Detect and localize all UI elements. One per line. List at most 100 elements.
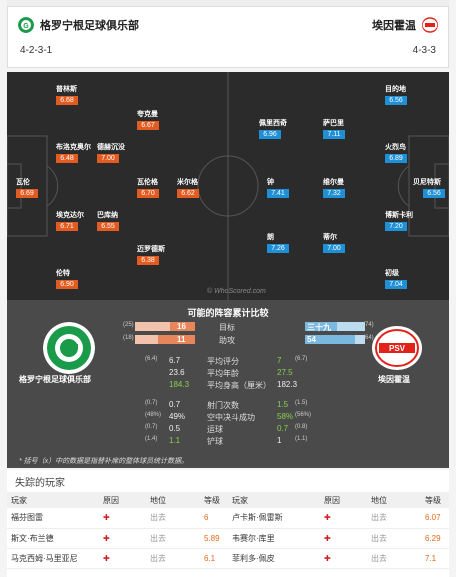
player-status: 出去 — [367, 528, 421, 549]
home-sub-value: (0.7) — [145, 424, 158, 430]
player-rating: 7.00 — [323, 244, 345, 253]
player-name[interactable]: 菲利多·佩皮 — [228, 548, 320, 569]
away-team-name: 埃因霍温 — [372, 20, 416, 32]
away-player[interactable]: 钟 7.41 — [267, 177, 289, 198]
home-bar-track — [135, 322, 195, 331]
col-rating: 等级 — [200, 492, 228, 508]
away-player[interactable]: 贝尼特斯 6.56 — [413, 177, 445, 198]
player-rating: 7.04 — [385, 280, 407, 289]
player-name: 巴库纳 — [97, 212, 118, 219]
home-value: 184.3 — [169, 380, 190, 389]
missing-table-body: 福芬图雷 ✚ 出去 6 卢卡斯·佩雷斯 ✚ 出去 6.07 斯文·布兰德 ✚ 出去 5.89 韦赛尔·库… — [7, 508, 449, 569]
away-player[interactable]: 目的地 6.56 — [385, 84, 407, 105]
away-value: 三十九 — [307, 323, 331, 332]
away-player[interactable]: 佩里西奇 6.96 — [259, 118, 287, 139]
player-rating: 6.89 — [385, 154, 407, 163]
col-player: 玩家 — [7, 492, 99, 508]
cut-off-top-bar — [7, 0, 449, 6]
away-sub-value: (74) — [363, 322, 374, 328]
away-player[interactable]: 火烈鸟 6.89 — [385, 142, 407, 163]
home-team-name: 格罗宁根足球俱乐部 — [40, 20, 139, 32]
player-status: 出去 — [367, 548, 421, 569]
player-rating: 6.48 — [56, 154, 78, 163]
away-value: 7 — [277, 356, 282, 365]
stat-row: (0.7) 0.5 运球 0.7 (0.8) — [7, 424, 449, 435]
col-reason: 原因 — [99, 492, 146, 508]
home-team-crest-icon — [43, 322, 95, 374]
player-name: 埃克达尔 — [56, 212, 84, 219]
player-rating: 6.96 — [259, 130, 281, 139]
home-player[interactable]: 巴库纳 6.55 — [97, 210, 119, 231]
away-value: 1 — [277, 436, 282, 445]
stat-label: 平均评分 — [207, 357, 239, 366]
col-status: 地位 — [146, 492, 200, 508]
home-player[interactable]: 夸克曼 6.67 — [137, 109, 159, 130]
away-player[interactable]: 博斯卡利 7.20 — [385, 210, 413, 231]
player-status: 出去 — [146, 528, 200, 549]
home-sub-value: (25) — [123, 322, 134, 328]
player-name: 米尔格 — [177, 179, 198, 186]
away-team-logo-icon — [422, 17, 438, 33]
injury-icon: ✚ — [320, 508, 367, 529]
away-player[interactable]: 萨巴里 7.11 — [323, 118, 345, 139]
away-player[interactable]: 维尔曼 7.32 — [323, 177, 345, 198]
home-player[interactable]: 米尔格 6.62 — [177, 177, 199, 198]
col-player: 玩家 — [228, 492, 320, 508]
stat-label: 铲球 — [207, 437, 223, 446]
player-name: 钟 — [267, 179, 274, 186]
stat-row-assists: (18) 11 助攻 54 (64) — [7, 335, 449, 346]
missing-players-table: 玩家 原因 地位 等级 玩家 原因 地位 等级 福芬图雷 ✚ 出去 6 卢卡斯·佩雷斯 ✚… — [7, 492, 449, 569]
home-player[interactable]: 瓦伦格 6.70 — [137, 177, 159, 198]
home-sub-value: (48%) — [145, 412, 162, 418]
pitch-lines — [7, 72, 449, 300]
away-player[interactable]: 蒂尔 7.00 — [323, 232, 345, 253]
player-name: 维尔曼 — [323, 179, 344, 186]
home-value: 1.1 — [169, 436, 181, 445]
player-name[interactable]: 斯文·布兰德 — [7, 528, 99, 549]
injury-icon: ✚ — [320, 528, 367, 549]
home-player[interactable]: 普林斯 6.68 — [56, 84, 78, 105]
home-player[interactable]: 迈罗德斯 6.38 — [137, 244, 165, 265]
player-name: 布洛克奥尔 — [56, 144, 91, 151]
player-status: 出去 — [146, 548, 200, 569]
player-rating: 7.41 — [267, 189, 289, 198]
player-status: 出去 — [367, 508, 421, 529]
player-name[interactable]: 马克西姆·马里亚尼 — [7, 548, 99, 569]
table-row: 斯文·布兰德 ✚ 出去 5.89 韦赛尔·库里 ✚ 出去 6.29 — [7, 528, 449, 549]
away-sub-value: (1.1) — [295, 436, 308, 442]
away-team[interactable]: 埃因霍温 — [372, 17, 438, 33]
home-team[interactable]: G 格罗宁根足球俱乐部 — [18, 17, 139, 33]
away-player[interactable]: 初级 7.04 — [385, 268, 407, 289]
player-name[interactable]: 卢卡斯·佩雷斯 — [228, 508, 320, 529]
player-name[interactable]: 福芬图雷 — [7, 508, 99, 529]
home-player[interactable]: 埃克达尔 6.71 — [56, 210, 84, 231]
home-player[interactable]: 德赫沉没 7.00 — [97, 142, 125, 163]
player-rating: 6.68 — [56, 96, 78, 105]
away-value: 0.7 — [277, 424, 289, 433]
home-value: 49% — [169, 412, 186, 421]
player-rating: 6.55 — [97, 222, 119, 231]
player-rating: 5.89 — [200, 528, 228, 549]
home-value: 6.7 — [169, 356, 181, 365]
away-player[interactable]: 朗 7.26 — [267, 232, 289, 253]
home-player[interactable]: 布洛克奥尔 6.48 — [56, 142, 91, 163]
stat-row: (48%) 49% 空中决斗成功 58% (56%) — [7, 412, 449, 423]
player-rating: 7.00 — [97, 154, 119, 163]
stat-label: 空中决斗成功 — [207, 413, 255, 422]
away-team-name: 埃因霍温 — [378, 375, 410, 384]
stat-label: 射门次数 — [207, 401, 239, 410]
away-value: 58% — [277, 412, 294, 421]
home-sub-value: (18) — [123, 335, 134, 341]
player-name: 目的地 — [385, 86, 406, 93]
whoscored-watermark: © WhoScored.com — [207, 288, 266, 295]
home-value: 0.7 — [169, 400, 181, 409]
home-value: 0.5 — [169, 424, 181, 433]
home-player[interactable]: 伦特 6.90 — [56, 268, 78, 289]
col-status: 地位 — [367, 492, 421, 508]
col-rating: 等级 — [421, 492, 449, 508]
home-player[interactable]: 瓦伦 6.69 — [16, 177, 38, 198]
stat-row: (6.4) 6.7 平均评分 7 (6.7) — [7, 356, 449, 367]
player-name[interactable]: 韦赛尔·库里 — [228, 528, 320, 549]
comparison-title: 可能的阵容累计比较 — [187, 308, 269, 318]
away-sub-value: (56%) — [295, 412, 312, 418]
